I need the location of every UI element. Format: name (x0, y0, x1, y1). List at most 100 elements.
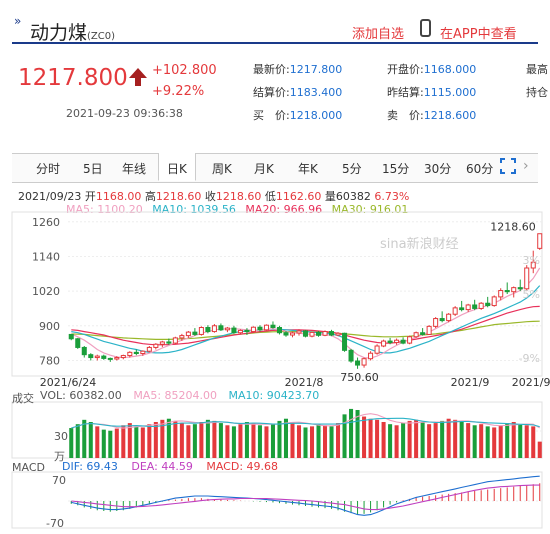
volume-bar (375, 419, 380, 458)
candle (237, 329, 243, 335)
candle-body (348, 349, 354, 362)
macd-panel-frame (11, 471, 543, 529)
candle (75, 337, 81, 349)
vol-ytick-30: 30 (54, 430, 68, 443)
field-high: 最高 (526, 63, 548, 76)
tab-30min[interactable]: 30分 (424, 162, 452, 176)
volume-bar (277, 420, 282, 458)
volume-bar (518, 424, 523, 458)
volume-title: 成交 (12, 392, 34, 405)
volume-bar (270, 424, 275, 458)
volume-bar (511, 422, 516, 458)
candle (172, 336, 178, 345)
tab-5min[interactable]: 5分 (342, 162, 362, 176)
candle (283, 330, 289, 337)
open-in-app-button[interactable]: 在APP中查看 (440, 27, 517, 42)
ma10-line (71, 285, 541, 354)
volume-bar (69, 428, 74, 458)
candle (452, 306, 458, 316)
volume-bar (192, 424, 197, 458)
candle (407, 335, 413, 345)
candle (400, 337, 406, 345)
candle (146, 346, 152, 353)
candle (315, 330, 322, 337)
candle (127, 351, 133, 358)
volume-bar (459, 422, 464, 458)
candle-body (159, 341, 165, 345)
volume-bar (238, 424, 243, 458)
macd-label: MACD: 49.68 (206, 460, 279, 473)
header-arrows-icon: » (14, 14, 22, 28)
candle-body (192, 331, 198, 335)
candle (133, 349, 139, 356)
candle-body (517, 287, 523, 290)
candle-body (289, 332, 296, 336)
candle (94, 354, 100, 361)
candle (185, 330, 191, 338)
price-ytick-label: 1260 (32, 216, 60, 229)
volume-bar (316, 424, 321, 458)
candle (335, 332, 341, 337)
candle (478, 302, 484, 310)
low-price-label: 750.60 (340, 371, 379, 384)
price-ytick-label: 1020 (32, 285, 60, 298)
tab-weekly-k[interactable]: 周K (212, 162, 232, 176)
candle (68, 333, 74, 341)
tab-5day[interactable]: 5日 (83, 162, 103, 176)
macd-ytick-bottom: -70 (46, 517, 64, 530)
price-ytick-label: 900 (39, 320, 60, 333)
volume-bar (127, 423, 132, 458)
candle (218, 323, 224, 331)
volume-bar (479, 424, 484, 458)
candle (459, 300, 465, 312)
candle-body (433, 318, 439, 327)
volume-bar (121, 425, 126, 458)
volume-bar (88, 422, 93, 458)
candle (101, 354, 107, 360)
volume-bar (114, 428, 119, 458)
volume-bar (244, 422, 249, 458)
candle-body (452, 307, 458, 315)
active-tab-indicator (158, 153, 196, 181)
candle-body (68, 333, 74, 340)
watermark: sina新浪财经 (380, 236, 459, 252)
field-ask: 卖 价:1218.600 (387, 109, 477, 122)
candle (153, 343, 159, 350)
candle-body (146, 346, 152, 352)
chevron-right-icon[interactable]: › (523, 158, 529, 174)
candle-body (140, 350, 146, 355)
volume-bar (199, 422, 204, 458)
candle (198, 326, 204, 336)
price-ytick-label: 780 (39, 354, 60, 367)
ma-info: MA5: 1100.20 MA10: 1039.56 MA20: 966.96 … (66, 203, 408, 216)
candle-body (88, 354, 94, 359)
tab-yearly-k[interactable]: 年K (298, 162, 318, 176)
candle (413, 331, 419, 338)
fullscreen-icon[interactable] (500, 158, 516, 174)
add-watchlist-button[interactable]: 添加自选 (352, 27, 405, 42)
candle-body (185, 331, 191, 337)
tab-intraday[interactable]: 分时 (36, 162, 61, 176)
candle-body (75, 338, 81, 348)
price-change-percent: +9.22% (152, 84, 205, 99)
volume-bar (108, 430, 113, 458)
tab-60min[interactable]: 60分 (466, 162, 494, 176)
candle-body (244, 329, 250, 333)
tab-daily-k[interactable]: 日K (167, 162, 187, 176)
candle-body (263, 324, 269, 331)
candle-body (237, 329, 243, 334)
tab-monthly-k[interactable]: 月K (254, 162, 274, 176)
volume-info: 成交 VOL: 60382.00 MA5: 85204.00 MA10: 904… (12, 389, 319, 405)
volume-bar (531, 426, 536, 458)
candle (329, 329, 335, 337)
tab-15min[interactable]: 15分 (382, 162, 410, 176)
candle (374, 344, 380, 355)
candle-body (524, 267, 530, 290)
candle-body (309, 331, 315, 337)
volume-bar (466, 423, 471, 458)
volume-bar (205, 419, 210, 458)
candle-body (133, 351, 139, 355)
candle-body (374, 345, 380, 354)
candle (446, 313, 452, 323)
tab-year-line[interactable]: 年线 (122, 162, 147, 176)
